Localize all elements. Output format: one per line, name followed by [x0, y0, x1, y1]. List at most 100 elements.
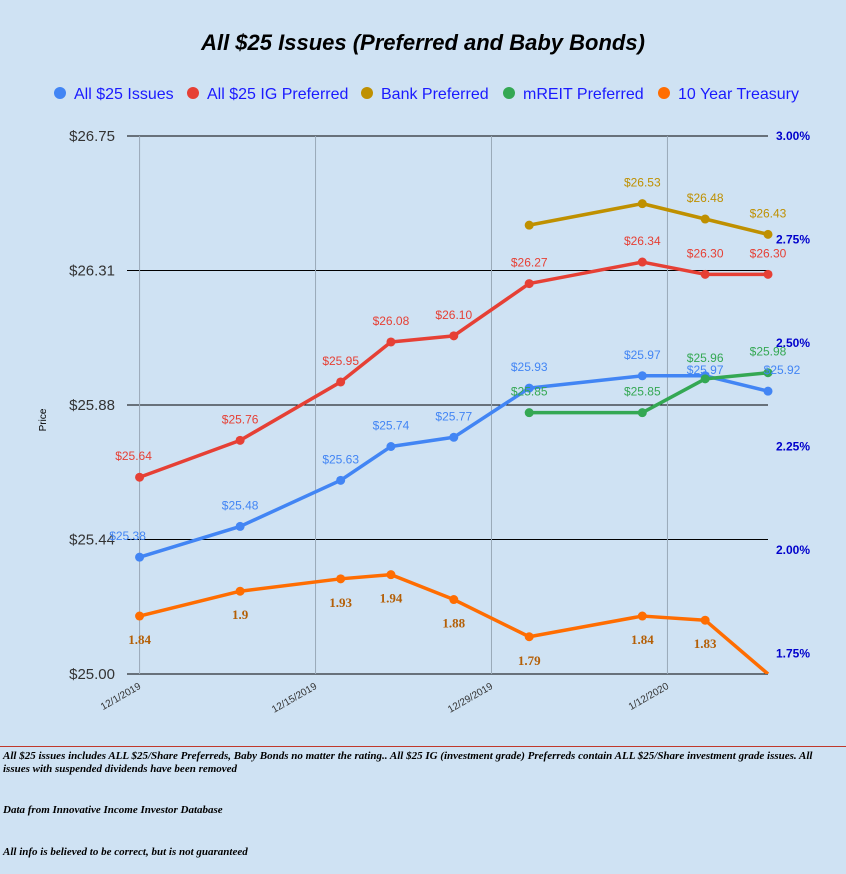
y2-tick-label: 1.75%: [776, 646, 810, 660]
data-label-all-25-issues: $25.38: [109, 529, 146, 543]
data-label-all-25-issues: $25.63: [322, 452, 359, 466]
legend-label-mreit-preferred: mREIT Preferred: [523, 86, 644, 103]
data-label-10-year-treasury: 1.84: [631, 632, 654, 647]
data-point-10-year-treasury: [700, 615, 710, 625]
data-label-bank-preferred: $26.53: [624, 176, 661, 190]
data-label-all-25-ig-preferred: $26.34: [624, 234, 661, 248]
legend-label-all-25-ig-preferred: All $25 IG Preferred: [207, 86, 348, 103]
data-point-10-year-treasury: [524, 632, 534, 642]
y2-tick-label: 2.50%: [776, 336, 810, 350]
data-point-all-25-issues: [524, 383, 534, 393]
data-point-all-25-ig-preferred: [336, 377, 346, 387]
legend-label-all-25-issues: All $25 Issues: [74, 86, 174, 103]
data-label-mreit-preferred: $25.85: [624, 385, 661, 399]
data-label-all-25-issues: $25.97: [624, 348, 661, 362]
y-tick-label: $26.75: [69, 128, 115, 145]
data-label-all-25-issues: $25.74: [373, 419, 410, 433]
data-point-all-25-issues: [135, 552, 145, 562]
data-point-all-25-ig-preferred: [135, 472, 145, 482]
y2-tick-label: 2.00%: [776, 543, 810, 557]
y-tick-label: $25.00: [69, 666, 115, 683]
series-line-mreit-preferred: [529, 370, 769, 415]
x-tick-label: 12/1/2019: [99, 681, 143, 713]
y-tick-label: $25.44: [69, 532, 115, 549]
data-label-all-25-ig-preferred: $26.30: [750, 246, 787, 260]
data-label-all-25-ig-preferred: $25.64: [115, 449, 152, 463]
x-tick-label: 12/29/2019: [446, 681, 495, 716]
data-label-mreit-preferred: $25.98: [750, 345, 787, 359]
data-label-all-25-issues: $25.48: [222, 498, 259, 512]
data-point-10-year-treasury: [235, 586, 245, 596]
data-point-10-year-treasury: [637, 611, 647, 621]
series-line-all-25-issues: [139, 374, 769, 559]
legend-marker-all-25-ig-preferred: [187, 87, 199, 99]
legend-label-10-year-treasury: 10 Year Treasury: [678, 86, 799, 103]
legend-marker-10-year-treasury: [658, 87, 670, 99]
data-point-all-25-ig-preferred: [449, 331, 459, 341]
point-layer: [135, 199, 773, 642]
x-tick-label: 12/15/2019: [270, 681, 319, 716]
data-point-mreit-preferred: [524, 408, 534, 418]
data-label-10-year-treasury: 1.83: [694, 636, 717, 651]
data-point-all-25-issues: [449, 432, 459, 442]
data-label-mreit-preferred: $25.96: [687, 351, 724, 365]
data-label-10-year-treasury: 1.88: [442, 616, 465, 631]
data-point-all-25-ig-preferred: [235, 435, 245, 445]
footnote-source: Data from Innovative Income Investor Dat…: [3, 804, 223, 816]
data-point-all-25-ig-preferred: [637, 257, 647, 267]
legend-marker-mreit-preferred: [503, 87, 515, 99]
data-point-10-year-treasury: [135, 611, 145, 621]
data-point-all-25-issues: [763, 386, 773, 396]
data-point-all-25-issues: [386, 442, 396, 452]
data-point-all-25-issues: [235, 521, 245, 531]
y2-tick-label: 3.00%: [776, 129, 810, 143]
data-point-bank-preferred: [700, 214, 710, 224]
footnote-disclaimer: All info is believed to be correct, but …: [3, 846, 248, 858]
data-point-bank-preferred: [524, 220, 534, 230]
data-point-all-25-ig-preferred: [763, 269, 773, 279]
data-label-bank-preferred: $26.48: [687, 191, 724, 205]
legend-label-bank-preferred: Bank Preferred: [381, 86, 489, 103]
data-point-all-25-ig-preferred: [700, 269, 710, 279]
data-label-bank-preferred: $26.43: [750, 206, 787, 220]
data-label-all-25-issues: $25.77: [435, 409, 472, 423]
data-point-mreit-preferred: [700, 374, 710, 384]
data-point-10-year-treasury: [336, 574, 346, 584]
data-label-all-25-ig-preferred: $26.30: [687, 246, 724, 260]
data-label-10-year-treasury: 1.93: [329, 595, 352, 610]
y-tick-label: $26.31: [69, 263, 115, 280]
data-label-all-25-issues: $25.97: [687, 363, 724, 377]
series-line-all-25-ig-preferred: [138, 260, 768, 479]
data-label-all-25-ig-preferred: $25.76: [222, 412, 259, 426]
data-label-all-25-ig-preferred: $26.27: [511, 256, 548, 270]
chart-title: All $25 Issues (Preferred and Baby Bonds…: [201, 30, 645, 55]
legend: All $25 Issues All $25 IG Preferred Bank P…: [54, 86, 799, 103]
grid-layer: [127, 135, 768, 675]
data-point-bank-preferred: [763, 229, 773, 239]
y-axis-title: Price: [38, 408, 49, 431]
line-chart: $26.75 $26.31 $25.88 $25.44 $25.00 3.00% 2.75%…: [38, 86, 810, 716]
data-point-all-25-ig-preferred: [386, 337, 396, 347]
data-point-mreit-preferred: [763, 368, 773, 378]
legend-marker-bank-preferred: [361, 87, 373, 99]
data-label-all-25-ig-preferred: $26.08: [373, 314, 410, 328]
data-point-mreit-preferred: [637, 408, 647, 418]
y2-tick-label: 2.75%: [776, 232, 810, 246]
x-tick-label: 1/12/2020: [627, 681, 671, 713]
label-layer: $25.38 $25.48 $25.63 $25.74 $25.77 $25.93 $25.…: [109, 176, 800, 668]
data-point-all-25-issues: [637, 371, 647, 381]
data-label-10-year-treasury: 1.9: [232, 607, 249, 622]
y2-tick-label: 2.25%: [776, 439, 810, 453]
data-point-bank-preferred: [637, 199, 647, 209]
legend-marker-all-25-issues: [54, 87, 66, 99]
data-point-10-year-treasury: [449, 595, 459, 605]
data-label-all-25-issues: $25.93: [511, 360, 548, 374]
data-point-all-25-ig-preferred: [524, 279, 534, 289]
data-label-10-year-treasury: 1.84: [128, 632, 151, 647]
data-label-all-25-issues: $25.92: [764, 363, 801, 377]
data-label-10-year-treasury: 1.79: [518, 653, 541, 668]
data-label-all-25-ig-preferred: $25.95: [322, 354, 359, 368]
y-tick-label: $25.88: [69, 397, 115, 414]
data-label-all-25-ig-preferred: $26.10: [435, 308, 472, 322]
data-label-mreit-preferred: $25.85: [511, 385, 548, 399]
